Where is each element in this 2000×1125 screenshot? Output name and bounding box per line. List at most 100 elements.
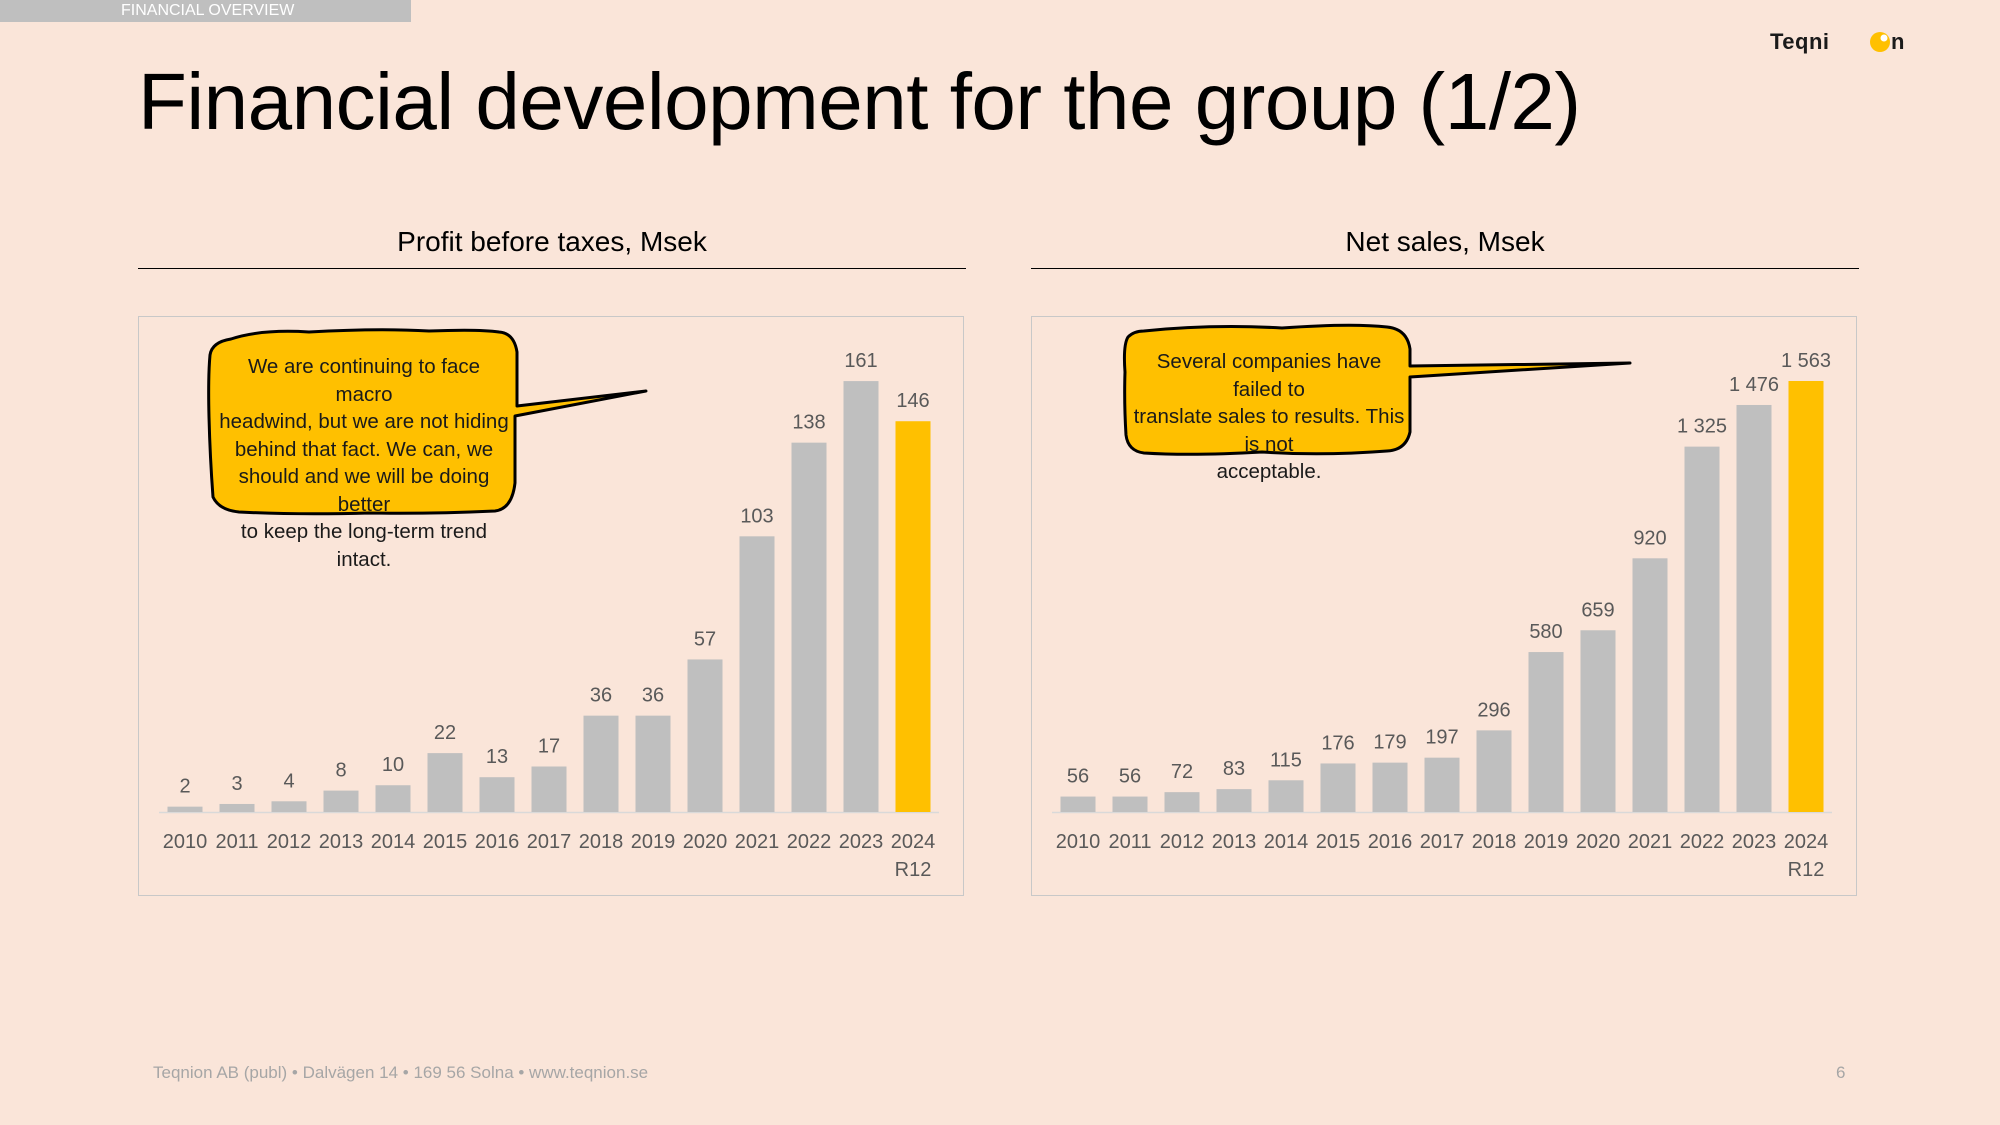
page-title: Financial development for the group (1/2… <box>138 57 1581 146</box>
x-tick-label: 2024 <box>891 831 936 853</box>
data-label: 2 <box>179 776 190 798</box>
data-label: 161 <box>844 350 877 372</box>
profit-chart-title: Profit before taxes, Msek <box>138 226 966 269</box>
bar <box>635 715 671 812</box>
bar <box>1112 796 1148 812</box>
x-tick-label: 2023 <box>839 831 884 853</box>
callout-line: behind that fact. We can, we <box>234 437 494 461</box>
data-label: 4 <box>283 770 294 792</box>
bar <box>1632 558 1668 812</box>
profit-chart: 2 2010 3 2011 4 2012 8 2013 10 2014 22 2015 13 2016 17… <box>159 350 939 881</box>
profit-callout-bubble <box>207 328 648 516</box>
data-label: 36 <box>642 685 664 707</box>
x-tick-label: 2011 <box>215 831 258 853</box>
data-label: 103 <box>740 505 773 527</box>
x-tick-label: 2010 <box>1056 831 1101 853</box>
bar <box>167 806 203 812</box>
data-label: 1 476 <box>1729 374 1779 396</box>
x-tick-label: 2023 <box>1732 831 1777 853</box>
x-tick-label: 2018 <box>1472 831 1517 853</box>
x-tick-label: 2014 <box>1264 831 1309 853</box>
bar <box>895 421 931 812</box>
sales-callout-text: Several companies have failed to transla… <box>1132 348 1406 486</box>
bar <box>1216 789 1252 812</box>
data-label: 1 325 <box>1677 416 1727 438</box>
x-tick-label: 2022 <box>787 831 832 853</box>
bar <box>1372 762 1408 812</box>
bar <box>791 442 827 812</box>
data-label: 22 <box>434 722 456 744</box>
data-label: 13 <box>486 746 508 768</box>
x-tick-label: R12 <box>1788 859 1825 881</box>
bar <box>323 790 359 812</box>
bar <box>479 777 515 812</box>
sales-callout-bubble <box>1122 323 1632 456</box>
data-label: 1 563 <box>1781 350 1831 372</box>
bar <box>739 536 775 812</box>
x-tick-label: 2014 <box>371 831 416 853</box>
bar <box>1424 757 1460 812</box>
teqnion-logo: Teqni n <box>1770 29 1904 54</box>
data-label: 3 <box>231 773 242 795</box>
x-tick-label: R12 <box>895 859 932 881</box>
bar <box>1736 404 1772 812</box>
x-tick-label: 2020 <box>683 831 728 853</box>
bar <box>1320 763 1356 812</box>
x-tick-label: 2013 <box>319 831 364 853</box>
callout-line: acceptable. <box>1216 460 1322 483</box>
x-tick-label: 2017 <box>1420 831 1465 853</box>
sales-chart: 56 2010 56 2011 72 2012 83 2013 115 2014 176 2015 17… <box>1052 350 1832 881</box>
data-label: 8 <box>335 760 346 782</box>
svg-text:n: n <box>1891 29 1904 54</box>
bar <box>1476 730 1512 812</box>
data-label: 146 <box>896 390 929 412</box>
bar <box>1788 380 1824 812</box>
page-number: 6 <box>1836 1063 1846 1082</box>
x-tick-label: 2011 <box>1108 831 1151 853</box>
bar <box>1060 796 1096 812</box>
data-label: 179 <box>1373 732 1406 754</box>
profit-chart-panel: 2 2010 3 2011 4 2012 8 2013 10 2014 22 2015 13 2016 17… <box>138 316 964 896</box>
x-tick-label: 2015 <box>1316 831 1361 853</box>
x-tick-label: 2013 <box>1212 831 1257 853</box>
bar <box>687 659 723 812</box>
bar <box>1684 446 1720 812</box>
bar <box>219 803 255 812</box>
data-label: 17 <box>538 736 560 758</box>
bar <box>271 801 307 812</box>
bar <box>843 381 879 812</box>
callout-line: headwind, but we are not hiding <box>219 410 509 433</box>
x-tick-label: 2020 <box>1576 831 1621 853</box>
callout-line: translate sales to results. This is not <box>1133 405 1405 456</box>
data-label: 580 <box>1529 621 1562 643</box>
sales-chart-title: Net sales, Msek <box>1031 226 1859 269</box>
bar <box>583 715 619 812</box>
x-tick-label: 2019 <box>1524 831 1569 853</box>
footer-company-info: Teqnion AB (publ) • Dalvägen 14 • 169 56… <box>153 1063 649 1082</box>
data-label: 197 <box>1425 727 1458 749</box>
data-label: 115 <box>1270 749 1302 771</box>
sales-chart-panel: 56 2010 56 2011 72 2012 83 2013 115 2014 176 2015 17… <box>1031 316 1857 896</box>
bar <box>531 766 567 812</box>
x-tick-label: 2015 <box>423 831 468 853</box>
data-label: 10 <box>382 754 404 776</box>
data-label: 659 <box>1581 599 1614 621</box>
x-tick-label: 2021 <box>735 831 780 853</box>
x-tick-label: 2012 <box>267 831 312 853</box>
x-tick-label: 2018 <box>579 831 624 853</box>
svg-text:Teqni: Teqni <box>1770 29 1830 54</box>
bar <box>1164 792 1200 812</box>
data-label: 83 <box>1223 758 1245 780</box>
bar <box>427 753 463 812</box>
callout-line: should and we will be doing better <box>238 465 490 516</box>
data-label: 36 <box>590 685 612 707</box>
x-tick-label: 2024 <box>1784 831 1829 853</box>
x-tick-label: 2016 <box>475 831 520 853</box>
x-tick-label: 2022 <box>1680 831 1725 853</box>
bar <box>1528 652 1564 812</box>
bar <box>1268 780 1304 812</box>
data-label: 138 <box>792 412 825 434</box>
x-tick-label: 2017 <box>527 831 572 853</box>
x-tick-label: 2021 <box>1628 831 1673 853</box>
data-label: 56 <box>1119 766 1141 788</box>
